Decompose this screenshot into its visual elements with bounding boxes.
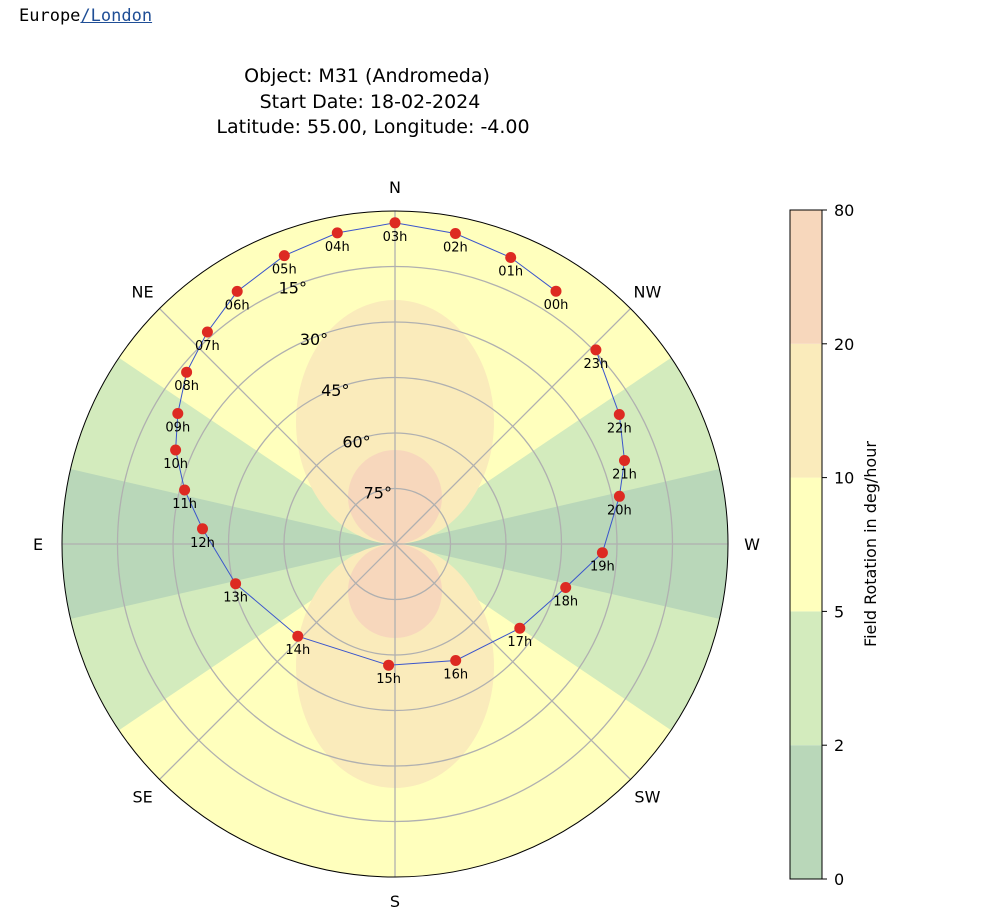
hour-marker [278,250,290,262]
altitude-tick-label: 30° [300,330,328,349]
hour-label: 14h [285,643,310,658]
timezone-label: Europe/London [19,6,152,26]
hour-label: 18h [553,595,578,610]
hour-label: 06h [225,298,250,313]
colorbar-tick-label: 5 [834,602,844,621]
direction-label: S [390,892,400,911]
chart-title-line-3: Latitude: 55.00, Longitude: -4.00 [216,116,529,138]
chart-title-line-2: Start Date: 18-02-2024 [260,91,481,113]
hour-marker [292,630,304,642]
colorbar-band [790,611,822,746]
hour-marker [230,578,242,590]
direction-label: N [389,178,401,197]
hour-label: 11h [172,497,197,512]
chart-title-line-1: Object: M31 (Andromeda) [244,65,490,87]
colorbar-band [790,745,822,879]
hour-label: 20h [607,503,632,518]
polar-frame [61,210,729,878]
hour-label: 21h [612,468,637,483]
hour-marker [560,582,572,593]
hour-label: 12h [190,536,215,551]
direction-label: SE [132,787,152,806]
hour-label: 17h [507,635,532,650]
hour-marker [619,455,630,466]
hour-label: 15h [376,672,401,687]
colorbar-frame [789,209,823,880]
hour-marker [389,217,401,229]
hour-marker [201,326,213,338]
hour-marker [590,344,602,356]
hour-marker [181,366,193,378]
timezone-city-link[interactable]: /London [80,6,153,26]
hour-marker [550,285,562,297]
hour-marker [172,408,184,419]
hour-label: 07h [195,339,220,354]
hour-marker [331,227,343,239]
colorbar: 0 2 5 10 20 80 [789,201,854,889]
polar-plot-area: N NE E SE S SW W NW 15° 30° 45° 60° 75° 00h 01h 02h 03h 0… [33,178,760,911]
timezone-region: Europe [19,6,81,26]
hour-label: 04h [325,240,350,255]
direction-label: NE [132,283,154,302]
hour-label: 05h [272,263,297,278]
hour-marker [596,547,608,559]
colorbar-tick-label: 0 [834,870,844,889]
hour-label: 00h [544,298,569,313]
hour-label: 03h [383,230,408,245]
direction-label: W [744,535,760,554]
hour-marker [505,252,517,263]
hour-marker [179,484,191,496]
hour-marker [170,444,182,456]
direction-label: SW [634,787,660,806]
hour-label: 19h [590,560,615,575]
azimuth-spoke [394,543,631,780]
colorbar-band [790,210,822,344]
altitude-tick-label: 75° [364,484,392,503]
altitude-tick-label: 45° [321,381,349,400]
colorbar-band [790,477,822,612]
hour-marker [514,622,526,634]
azimuth-spoke [159,543,396,780]
direction-label: NW [634,283,662,302]
altitude-tick-label: 15° [279,279,307,298]
hour-label: 10h [163,457,188,472]
hour-label: 01h [498,265,523,280]
hour-marker [613,490,625,502]
colorbar-band [790,343,822,478]
hour-label: 16h [443,668,468,683]
hour-marker [613,409,625,420]
hour-marker [449,228,461,239]
hour-label: 13h [223,591,248,606]
colorbar-tick-label: 20 [834,335,854,354]
colorbar-tick-label: 10 [834,469,854,488]
hour-marker [450,655,462,666]
hour-marker [231,285,243,297]
hour-label: 23h [584,357,609,372]
object-track-line [175,222,626,666]
colorbar-tick-label: 2 [834,736,844,755]
direction-label: E [33,535,43,554]
colorbar-label: Field Rotation in deg/hour [861,441,880,647]
hour-label: 22h [607,422,632,437]
hour-marker [197,523,208,535]
colorbar-tick-label: 80 [834,201,854,220]
altitude-tick-label: 60° [342,432,370,451]
polar-grid [62,211,728,877]
hour-label: 02h [443,241,468,256]
hour-marker [383,659,395,671]
hour-label: 08h [174,379,199,394]
hour-label: 09h [165,421,190,436]
